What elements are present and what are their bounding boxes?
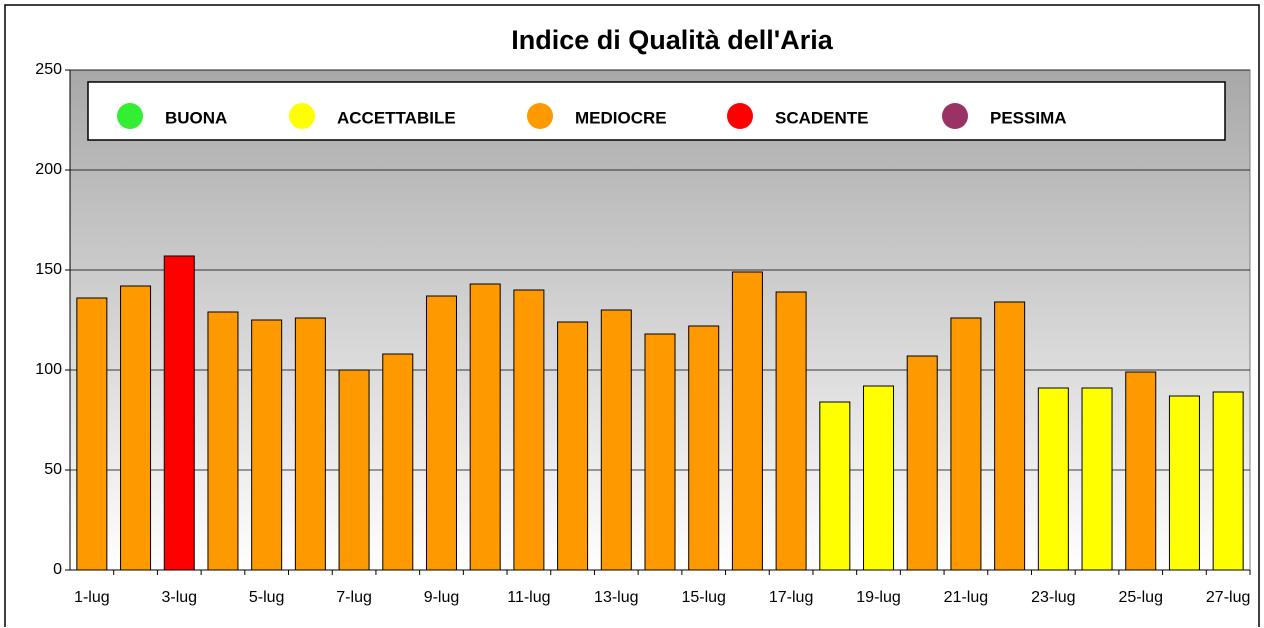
bar [644,333,676,571]
bar [294,317,326,571]
legend-swatch [527,103,553,129]
bar [163,255,195,571]
bar [819,401,851,571]
x-tick-label: 19-lug [856,589,900,606]
x-tick-label: 27-lug [1206,589,1250,606]
legend-label: ACCETTABILE [337,108,456,127]
legend-swatch [117,103,143,129]
x-tick-label: 21-lug [944,589,988,606]
bar [731,271,763,571]
legend-swatch [727,103,753,129]
bar [1037,387,1069,571]
bar [994,301,1026,571]
bar [469,283,501,571]
y-tick-label: 150 [35,261,62,278]
x-tick-label: 9-lug [424,589,460,606]
legend-swatch [942,103,968,129]
legend [87,81,1226,141]
legend-label: BUONA [165,108,227,127]
x-tick-label: 1-lug [74,589,110,606]
bar [1081,387,1113,571]
y-tick-label: 50 [44,461,62,478]
x-tick-label: 15-lug [681,589,725,606]
legend-label: SCADENTE [775,108,869,127]
y-tick-label: 250 [35,61,62,78]
chart-title: Indice di Qualità dell'Aria [511,25,833,55]
bar [76,297,108,571]
y-tick-label: 200 [35,161,62,178]
bar [775,291,807,571]
bar [425,295,457,571]
y-tick-label: 100 [35,361,62,378]
bar [863,385,895,571]
x-tick-label: 5-lug [249,589,285,606]
bar [600,309,632,571]
bar [338,369,370,571]
bar [120,285,152,571]
bar [251,319,283,571]
bar [1168,395,1200,571]
bar [1212,391,1244,571]
bar [513,289,545,571]
bar [557,321,589,571]
x-tick-label: 25-lug [1118,589,1162,606]
x-tick-label: 17-lug [769,589,813,606]
x-tick-label: 23-lug [1031,589,1075,606]
y-tick-label: 0 [53,561,62,578]
bar [688,325,720,571]
x-tick-label: 11-lug [507,589,550,606]
legend-swatch [289,103,315,129]
x-tick-label: 3-lug [161,589,197,606]
bar [1125,371,1157,571]
bar [382,353,414,571]
legend-label: MEDIOCRE [575,108,667,127]
x-tick-label: 13-lug [594,589,638,606]
bar [207,311,239,571]
frame [4,4,1260,627]
bar [950,317,982,571]
legend-label: PESSIMA [990,108,1067,127]
bar [906,355,938,571]
x-tick-label: 7-lug [336,589,372,606]
